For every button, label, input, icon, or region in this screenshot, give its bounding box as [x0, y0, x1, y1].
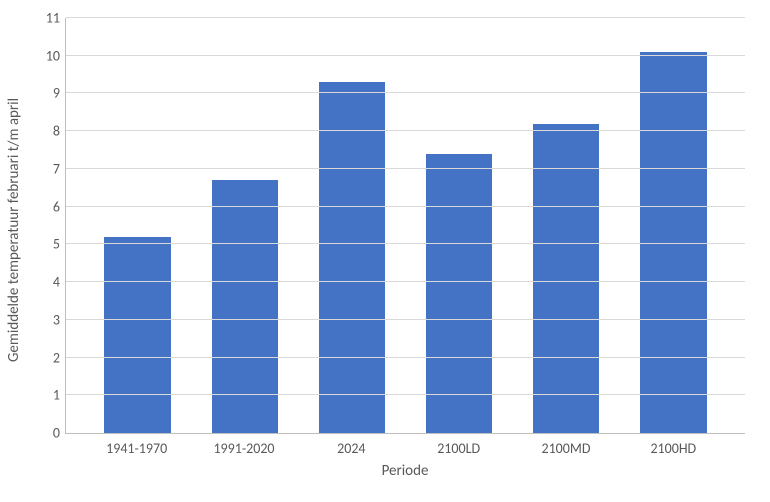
grid-line [66, 55, 745, 56]
y-tick-label: 4 [53, 274, 60, 291]
grid-line [66, 130, 745, 131]
plot-area: 01234567891011 [65, 18, 745, 434]
y-tick-label: 7 [53, 160, 60, 177]
bar-slot [513, 18, 620, 433]
y-tick-label: 9 [53, 85, 60, 102]
y-tick-label: 11 [46, 10, 60, 27]
y-tick-label: 6 [53, 198, 60, 215]
y-axis-title: Gemiddelde temperatuur februari t/m apri… [5, 98, 23, 362]
x-tick-labels: 1941-19701991-202020242100LD2100MD2100HD [65, 440, 745, 457]
x-tick-label: 2100LD [405, 440, 512, 457]
bar-slot [406, 18, 513, 433]
bar [104, 237, 170, 433]
x-tick-label: 2100MD [512, 440, 619, 457]
y-tick-label: 8 [53, 123, 60, 140]
temperature-bar-chart: Gemiddelde temperatuur februari t/m apri… [0, 0, 770, 502]
bar-slot [84, 18, 191, 433]
grid-line [66, 394, 745, 395]
bar-slot [298, 18, 405, 433]
grid-line [66, 168, 745, 169]
y-tick-label: 0 [53, 425, 60, 442]
x-tick-label: 1991-2020 [190, 440, 297, 457]
bar [319, 82, 385, 433]
grid-line [66, 206, 745, 207]
x-tick-label: 2100HD [620, 440, 727, 457]
bar-slot [191, 18, 298, 433]
x-tick-label: 2024 [298, 440, 405, 457]
y-tick-label: 1 [53, 387, 60, 404]
x-axis-title: Periode [65, 462, 745, 480]
bar [533, 124, 599, 433]
y-tick-label: 5 [53, 236, 60, 253]
grid-line [66, 319, 745, 320]
grid-line [66, 17, 745, 18]
bar-slot [620, 18, 727, 433]
y-tick-label: 10 [46, 47, 60, 64]
bar [426, 154, 492, 433]
x-tick-label: 1941-1970 [83, 440, 190, 457]
y-tick-label: 2 [53, 349, 60, 366]
grid-line [66, 92, 745, 93]
grid-line [66, 357, 745, 358]
grid-line [66, 243, 745, 244]
bars-container [66, 18, 745, 433]
y-axis-title-container: Gemiddelde temperatuur februari t/m apri… [0, 0, 28, 460]
y-tick-label: 3 [53, 311, 60, 328]
grid-line [66, 281, 745, 282]
